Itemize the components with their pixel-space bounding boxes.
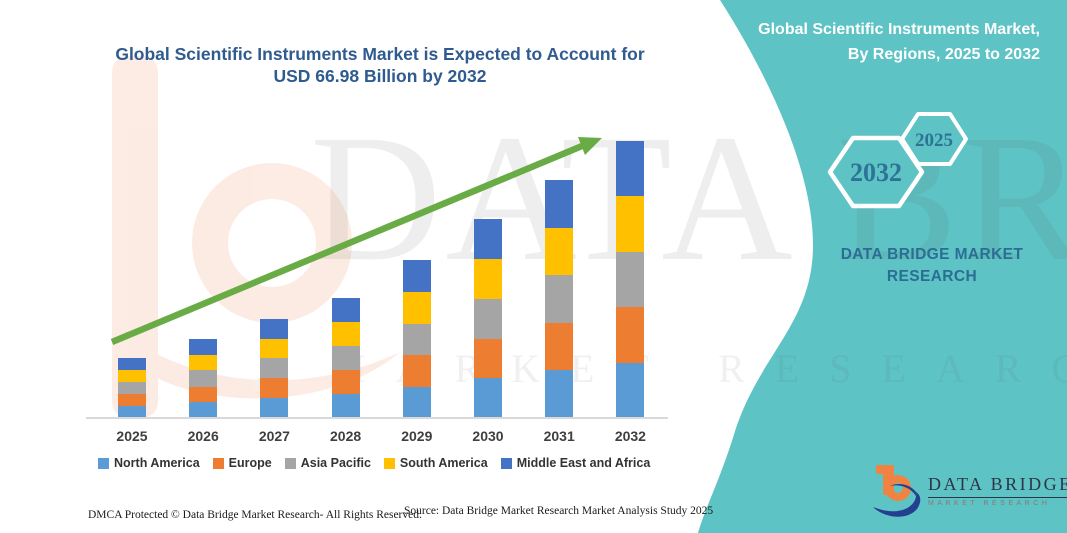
legend-swatch	[500, 457, 512, 469]
x-axis-line	[86, 417, 668, 419]
legend-item-north-america: North America	[98, 456, 200, 470]
legend-swatch	[284, 457, 296, 469]
bar-segment-middle-east-and-africa	[545, 180, 574, 228]
year-hexagons: 2032 2025	[827, 112, 968, 209]
bar-segment-asia-pacific	[189, 370, 218, 387]
legend-label: Europe	[228, 456, 272, 470]
bar-segment-north-america	[402, 386, 431, 418]
chart-title: Global Scientific Instruments Market is …	[60, 44, 700, 88]
bar-segment-asia-pacific	[331, 346, 360, 371]
bar-segment-europe	[189, 386, 218, 403]
bar-segment-south-america	[331, 322, 360, 347]
bar-segment-europe	[402, 355, 431, 387]
legend-label: Asia Pacific	[300, 456, 371, 470]
bar-segment-south-america	[260, 338, 289, 359]
logo-subtitle: MARKET RESEARCH	[928, 500, 1051, 507]
x-axis-label-2028: 2028	[330, 428, 362, 444]
x-axis-label-2031: 2031	[543, 428, 575, 444]
legend-item-middle-east-and-africa: Middle East and Africa	[500, 456, 651, 470]
bar-segment-asia-pacific	[402, 323, 431, 356]
bar-segment-south-america	[402, 292, 431, 324]
data-bridge-logo: DATA BRIDGE MARKET RESEARCH	[872, 462, 1067, 520]
panel-title: Global Scientific Instruments Market, By…	[720, 18, 1040, 68]
bar-segment-north-america	[474, 378, 502, 418]
legend-item-europe: Europe	[212, 456, 272, 470]
hexagon-year-2032: 2032	[850, 158, 902, 187]
bar-segment-europe	[260, 378, 289, 399]
bar-segment-middle-east-and-africa	[474, 219, 502, 260]
x-axis-label-2025: 2025	[116, 428, 148, 444]
footer-source-text: Source: Data Bridge Market Research Mark…	[404, 505, 714, 517]
data-bridge-logo-icon	[873, 465, 921, 517]
bar-segment-north-america	[545, 370, 574, 418]
bar-segment-south-america	[189, 354, 218, 371]
bar-segment-middle-east-and-africa	[402, 260, 431, 293]
footer-dmca-text: DMCA Protected © Data Bridge Market Rese…	[88, 509, 422, 521]
legend-label: South America	[399, 456, 488, 470]
x-axis-label-2029: 2029	[401, 428, 433, 444]
x-axis-label-2026: 2026	[187, 428, 219, 444]
panel-brand-line2: RESEARCH	[886, 268, 978, 286]
bar-segment-asia-pacific	[474, 298, 502, 339]
panel-brand-text: DATA BRIDGE MARKET RESEARCH	[782, 244, 1067, 289]
panel-title-line1: Global Scientific Instruments Market,	[758, 21, 1040, 38]
bar-segment-europe	[545, 322, 574, 371]
bar-segment-middle-east-and-africa	[331, 298, 360, 323]
logo-title: DATA BRIDGE	[928, 474, 1067, 498]
bar-segment-middle-east-and-africa	[118, 358, 146, 371]
bar-segment-europe	[331, 370, 360, 394]
legend-swatch	[383, 457, 395, 469]
legend-label: Middle East and Africa	[516, 456, 651, 470]
data-bridge-logo-text: DATA BRIDGE MARKET RESEARCH	[928, 474, 1067, 507]
legend-swatch	[212, 457, 224, 469]
x-axis-label-2032: 2032	[614, 428, 646, 444]
bar-segment-asia-pacific	[616, 251, 645, 308]
legend-label: North America	[114, 456, 200, 470]
bar-segment-north-america	[331, 394, 360, 418]
hexagon-year-2025: 2025	[915, 130, 953, 151]
bar-segment-south-america	[474, 259, 502, 299]
bar-segment-south-america	[616, 196, 645, 252]
legend-swatch	[98, 457, 109, 469]
bar-segment-asia-pacific	[545, 275, 574, 323]
bar-segment-middle-east-and-africa	[189, 338, 218, 355]
bar-segment-europe	[616, 307, 645, 363]
bar-segment-europe	[118, 394, 146, 406]
bar-segment-south-america	[118, 370, 146, 383]
bar-segment-north-america	[616, 362, 645, 418]
bar-segment-north-america	[260, 398, 289, 418]
x-axis-label-2030: 2030	[472, 428, 504, 444]
panel-title-line2: By Regions, 2025 to 2032	[847, 45, 1040, 63]
bar-segment-north-america	[189, 402, 218, 418]
bar-segment-asia-pacific	[260, 358, 289, 379]
legend-item-asia-pacific: Asia Pacific	[284, 456, 371, 470]
x-axis-label-2027: 2027	[258, 428, 290, 444]
bar-segment-asia-pacific	[118, 382, 146, 394]
panel-brand-line1: DATA BRIDGE MARKET	[840, 246, 1024, 263]
bar-segment-south-america	[545, 227, 574, 276]
bar-segment-middle-east-and-africa	[616, 140, 645, 197]
chart-title-line2: USD 66.98 Billion by 2032	[273, 65, 487, 86]
bar-segment-north-america	[118, 406, 146, 418]
legend-item-south-america: South America	[383, 456, 488, 470]
chart-title-line1: Global Scientific Instruments Market is …	[115, 44, 645, 64]
bar-segment-middle-east-and-africa	[260, 318, 289, 339]
chart-legend: North America Europe Asia Pacific South Ame…	[98, 456, 698, 470]
bar-segment-europe	[474, 338, 502, 379]
